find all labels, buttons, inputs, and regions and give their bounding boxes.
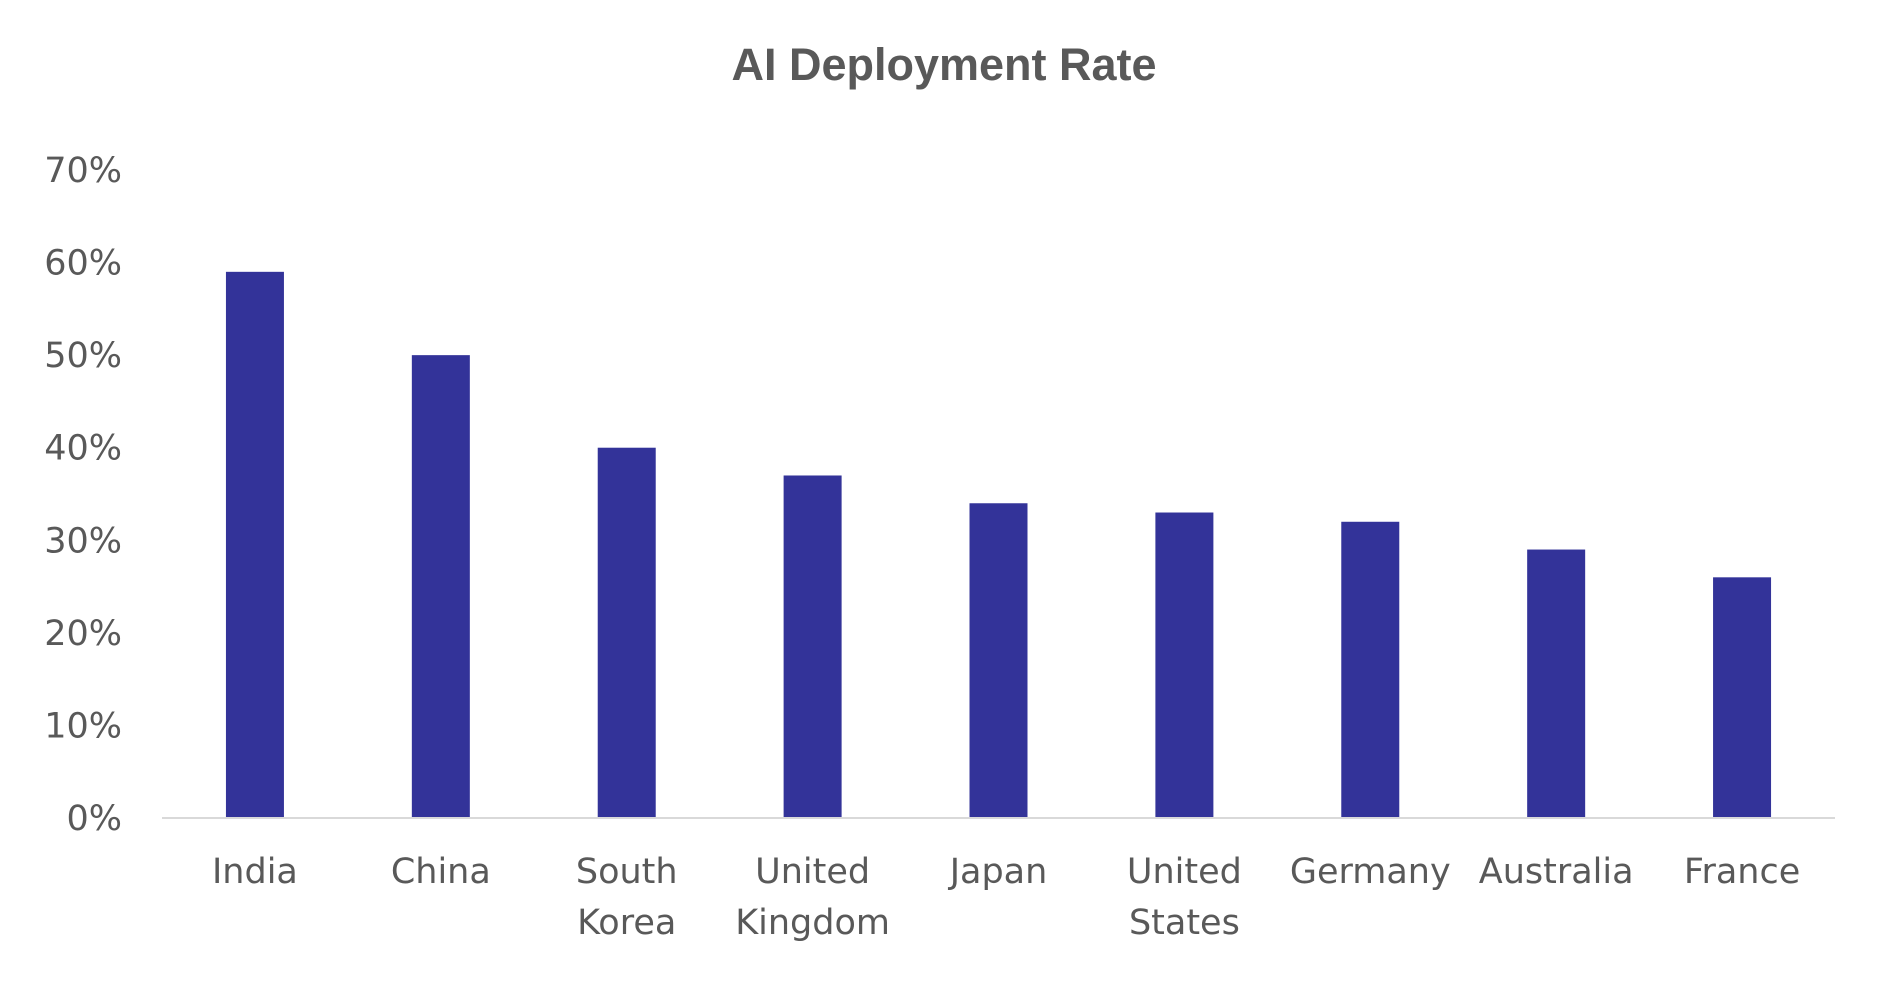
y-tick-label: 30% [44, 521, 122, 561]
y-tick-label: 70% [44, 151, 122, 191]
y-axis: 0% 10% 20% 30% 40% 50% 60% 70% [44, 151, 122, 839]
x-tick-label: States [1129, 903, 1240, 943]
x-tick-label: Kingdom [735, 903, 890, 943]
x-tick-label: China [391, 852, 491, 892]
y-tick-label: 60% [44, 244, 122, 284]
chart-title: AI Deployment Rate [731, 39, 1156, 90]
bar-united-states [1155, 512, 1214, 818]
x-tick-label: Germany [1290, 852, 1451, 892]
y-tick-label: 50% [44, 336, 122, 376]
bar-india [225, 271, 284, 818]
bar-china [411, 355, 470, 818]
x-tick-label: Korea [577, 903, 676, 943]
x-tick-label: France [1684, 852, 1800, 892]
x-tick-label: India [212, 852, 298, 892]
bar-series [225, 271, 1772, 818]
y-tick-label: 20% [44, 614, 122, 654]
x-tick-label: Australia [1479, 852, 1634, 892]
y-tick-label: 10% [44, 706, 122, 746]
bar-germany [1341, 521, 1400, 818]
x-tick-label: United [1127, 852, 1242, 892]
bar-japan [969, 503, 1028, 818]
x-axis: India China South Korea United Kingdom Japan Un… [212, 852, 1800, 943]
x-tick-label: United [755, 852, 870, 892]
bar-france [1713, 577, 1772, 818]
bar-united-kingdom [783, 475, 842, 818]
bar-australia [1527, 549, 1586, 818]
bar-south-korea [597, 447, 656, 818]
y-tick-label: 0% [66, 799, 122, 839]
x-tick-label: Japan [948, 852, 1048, 892]
y-tick-label: 40% [44, 429, 122, 469]
x-tick-label: South [576, 852, 678, 892]
